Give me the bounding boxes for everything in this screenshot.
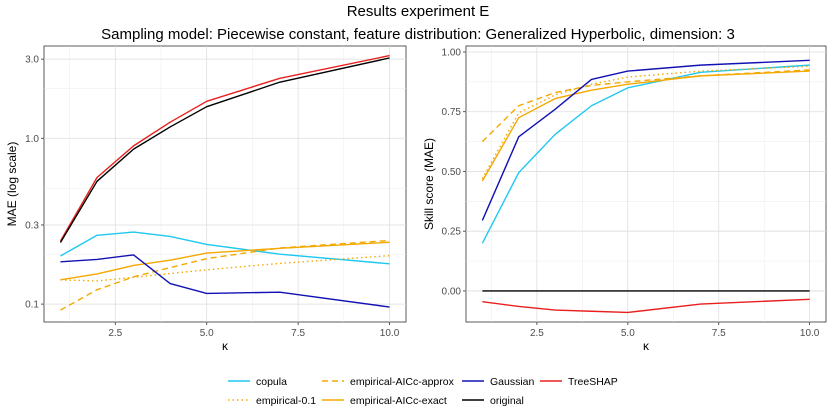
legend-label: empirical-AICc-exact [350,395,447,407]
legend-label: empirical-0.1 [256,395,316,407]
right-y-tick-label: 0.75 [442,107,462,118]
left-x-tick-label: 5.0 [200,328,214,339]
right-series-empirical-0-1 [481,65,810,179]
legend-label: original [490,395,524,407]
right-series-treeshap [482,298,810,314]
left-y-tick-label: 0.1 [25,300,39,311]
left-series-copula [60,231,390,265]
left-series-gaussian [60,254,390,308]
left-x-tick-label: 2.5 [108,328,122,339]
right-series-empirical-aicc-approx [481,69,810,143]
right-series-gaussian [481,59,810,221]
left-x-axis-label: κ [222,339,229,353]
legend-label: empirical-AICc-approx [350,376,455,388]
legend-label: TreeSHAP [568,376,618,388]
right-plot-area [465,45,827,323]
right-y-tick-label: 0.50 [442,167,462,178]
panel-left-mae: 0.1 0.3 1.0 3.0 2.5 5.0 7.5 10.0 κ MAE (log scale… [5,45,407,353]
right-y-tick-label: 0.00 [442,286,462,297]
right-x-tick-label: 5.0 [621,328,635,339]
figure-subtitle: Sampling model: Piecewise constant, feat… [101,26,735,43]
left-y-tick-label: 0.3 [25,220,39,231]
right-series-copula [481,64,810,244]
right-y-tick-label: 1.00 [442,47,462,58]
figure-title: Results experiment E [347,3,490,20]
left-series-original [59,57,390,243]
left-series-empirical-aicc-approx [60,239,390,311]
legend-label: copula [256,376,287,388]
left-y-tick-label: 1.0 [25,134,39,145]
left-y-tick-label: 3.0 [25,55,39,66]
left-y-axis-label: MAE (log scale) [5,142,19,227]
left-series-empirical-aicc-exact [60,241,390,281]
left-plot-area [43,45,407,323]
legend-label: Gaussian [490,376,535,388]
right-x-tick-label: 2.5 [530,328,544,339]
left-x-tick-label: 7.5 [291,328,305,339]
right-x-tick-label: 10.0 [800,328,820,339]
right-y-tick-label: 0.25 [442,227,462,238]
right-x-axis-label: κ [643,339,650,353]
left-x-tick-label: 10.0 [380,328,400,339]
left-series-treeshap [59,54,390,242]
legend: copula empirical-AICc-approx Gaussian TreeS… [228,376,618,407]
left-series-empirical-0-1 [60,254,390,282]
panel-right-skill-score: 0.00 0.25 0.50 0.75 1.00 2.5 5.0 7.5 10.0 κ Skill … [422,45,827,353]
right-y-axis-label: Skill score (MAE) [422,138,436,230]
right-series-empirical-aicc-exact [481,70,810,182]
right-x-tick-label: 7.5 [712,328,726,339]
